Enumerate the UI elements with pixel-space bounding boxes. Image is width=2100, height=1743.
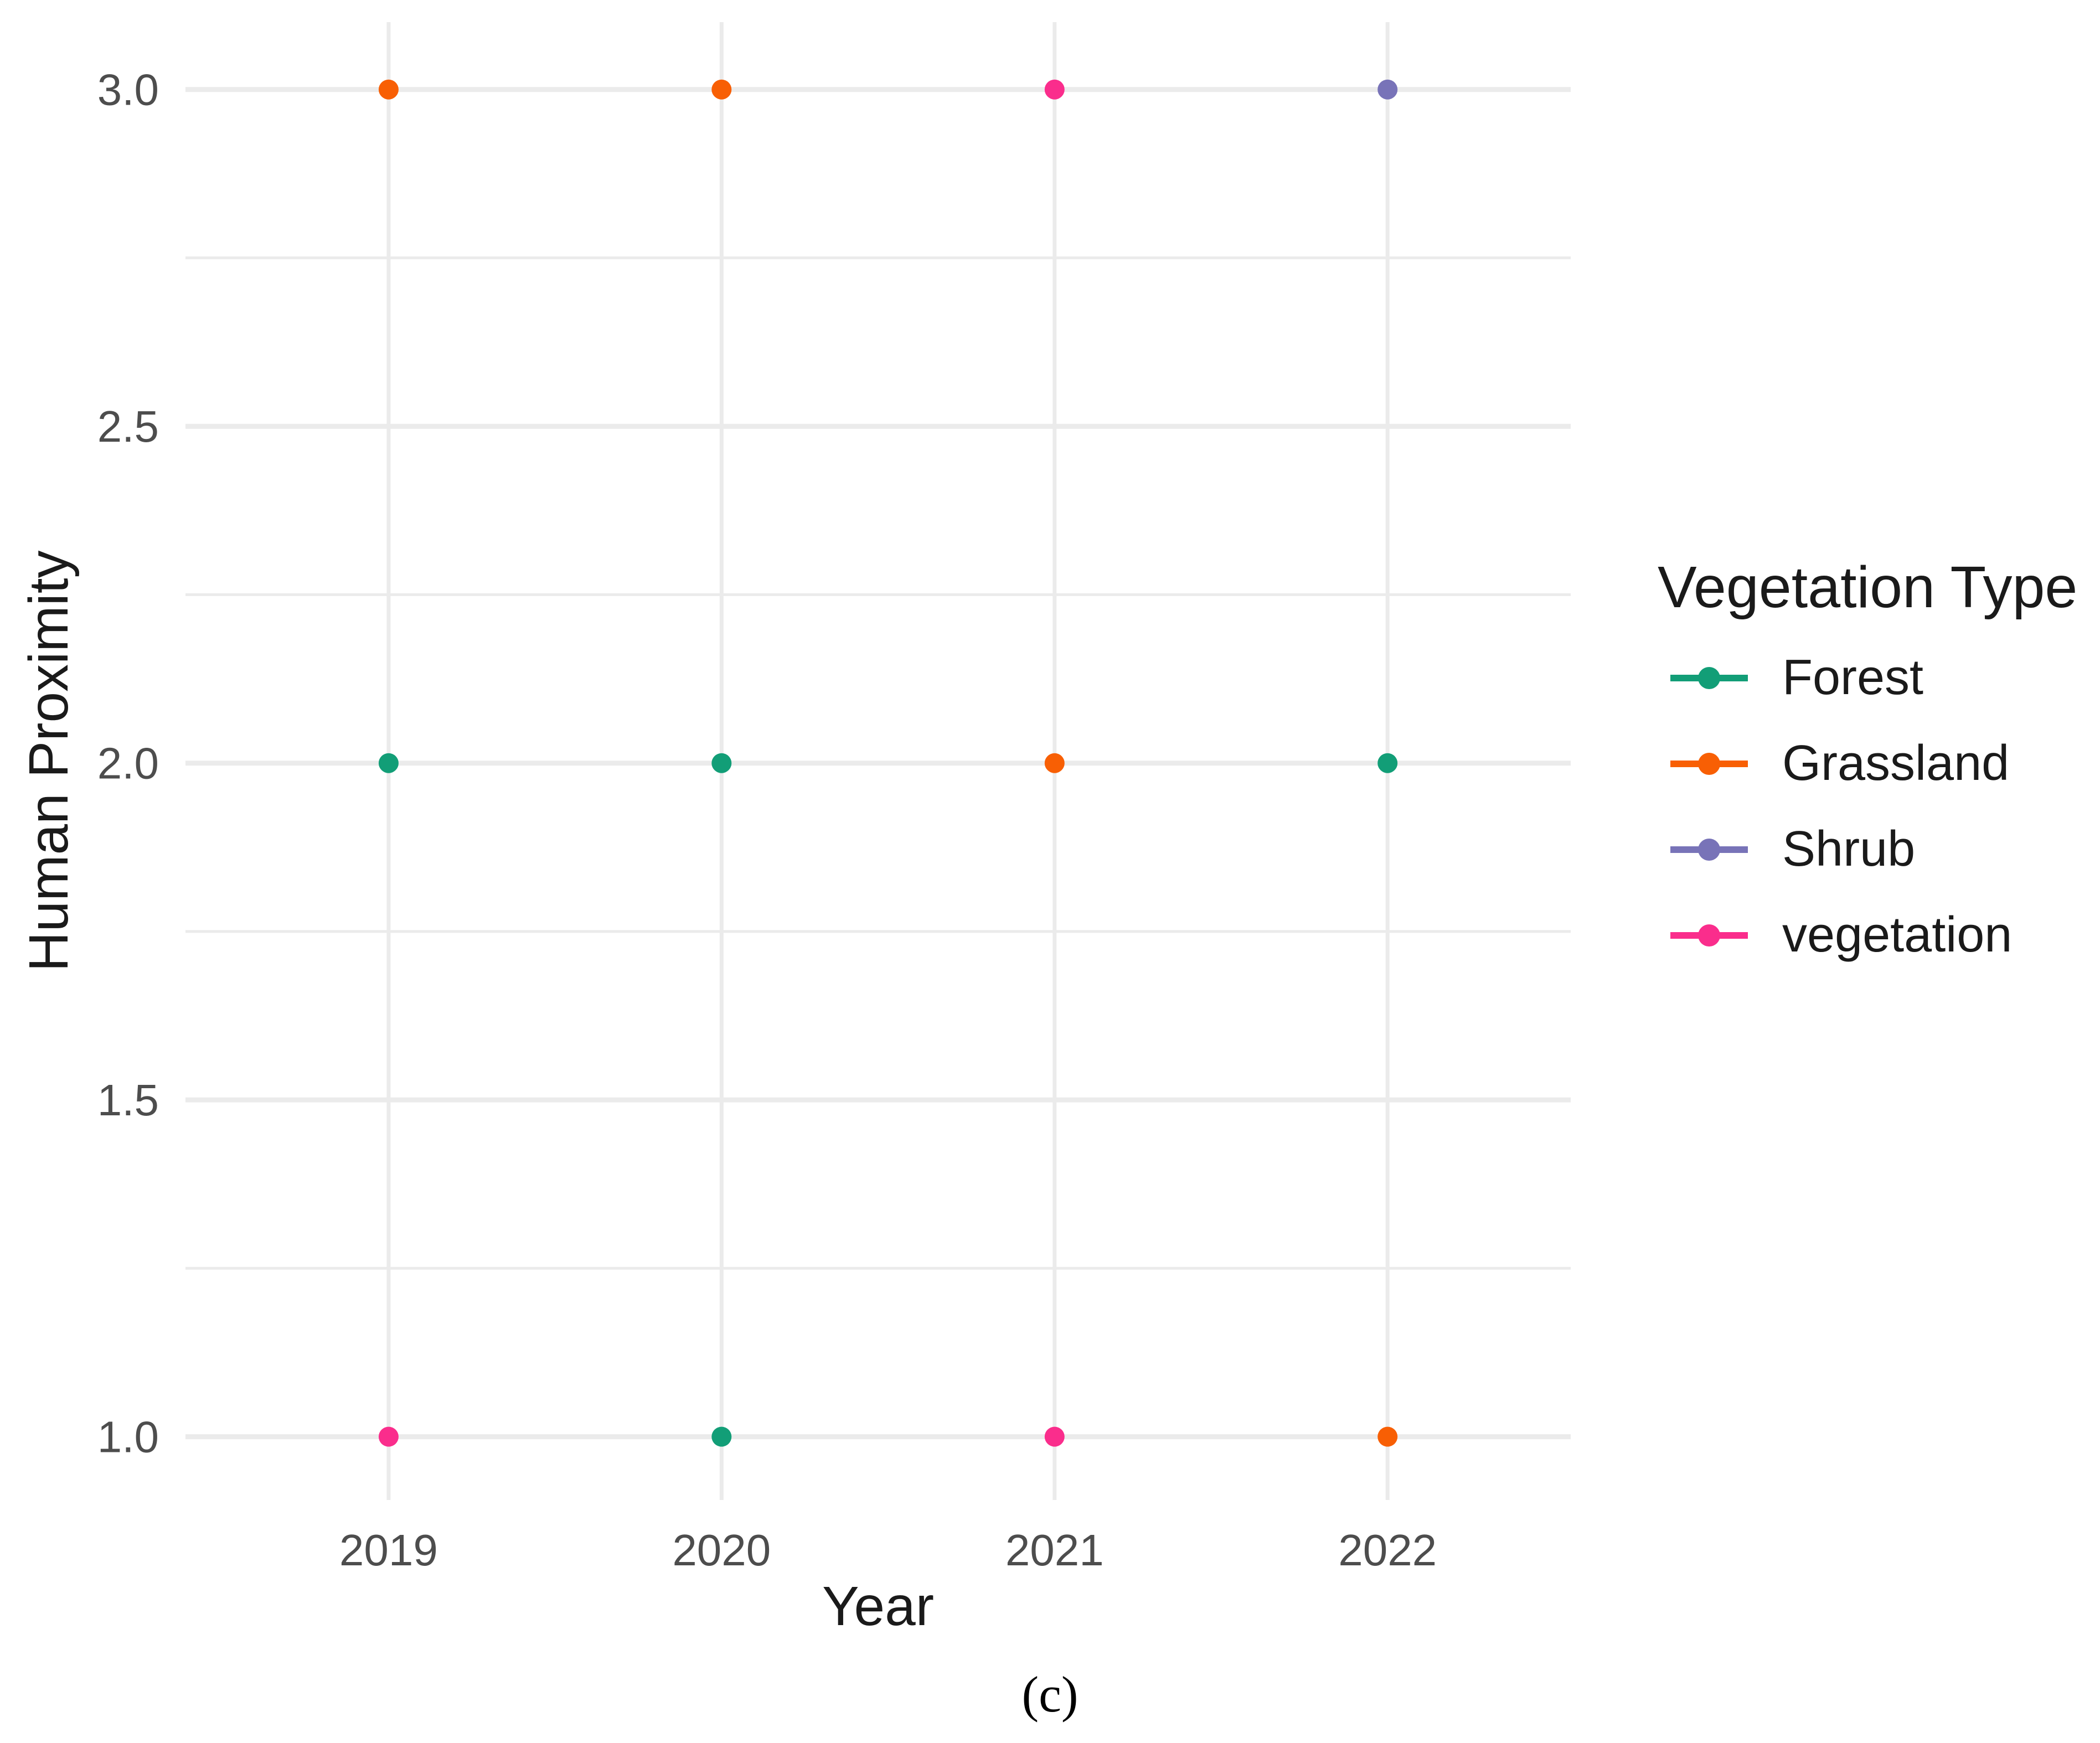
point-forest-2019 (378, 753, 399, 773)
point-grassland-2019 (378, 79, 399, 100)
legend-label: Grassland (1782, 736, 2010, 791)
legend-label: vegetation (1782, 907, 2013, 963)
x-axis-title: Year (822, 1575, 935, 1637)
x-tick-label: 2019 (339, 1525, 438, 1575)
point-forest-2020 (711, 1426, 732, 1447)
legend-item-forest: Forest (1670, 635, 2012, 721)
legend-key-vegetation-icon (1670, 924, 1748, 947)
legend-key-shrub-icon (1670, 838, 1748, 861)
point-vegetation-2021 (1044, 79, 1065, 100)
y-tick-label: 3.0 (97, 65, 159, 115)
legend-label: Shrub (1782, 821, 1916, 877)
point-vegetation-2021 (1044, 1426, 1065, 1447)
legend-label: Forest (1782, 650, 1924, 705)
point-grassland-2022 (1377, 1426, 1398, 1447)
point-forest-2020 (711, 753, 732, 773)
point-vegetation-2019 (378, 1426, 399, 1447)
legend-item-shrub: Shrub (1670, 806, 2012, 892)
figure-caption: (c) (1021, 1666, 1079, 1723)
legend-item-grassland: Grassland (1670, 721, 2012, 806)
point-forest-2022 (1377, 753, 1398, 773)
legend-key-forest-icon (1670, 666, 1748, 689)
y-axis-title: Human Proximity (18, 550, 80, 972)
y-tick-label: 1.0 (97, 1413, 159, 1462)
point-grassland-2021 (1044, 753, 1065, 773)
x-tick-label: 2022 (1338, 1525, 1437, 1575)
y-tick-label: 1.5 (97, 1075, 159, 1125)
point-grassland-2020 (711, 79, 732, 100)
legend-title: Vegetation Type (1658, 555, 2078, 620)
point-shrub-2022 (1377, 79, 1398, 100)
legend-items: Forest Grassland Shrub vegetation (1670, 635, 2012, 978)
x-tick-label: 2021 (1005, 1525, 1104, 1575)
legend-key-grassland-icon (1670, 752, 1748, 775)
legend-item-vegetation: vegetation (1670, 892, 2012, 978)
y-tick-label: 2.0 (97, 739, 159, 788)
legend: Vegetation Type Forest Grassland Shrub vege… (1658, 555, 2078, 963)
x-tick-label: 2020 (672, 1525, 771, 1575)
y-tick-label: 2.5 (97, 402, 159, 451)
